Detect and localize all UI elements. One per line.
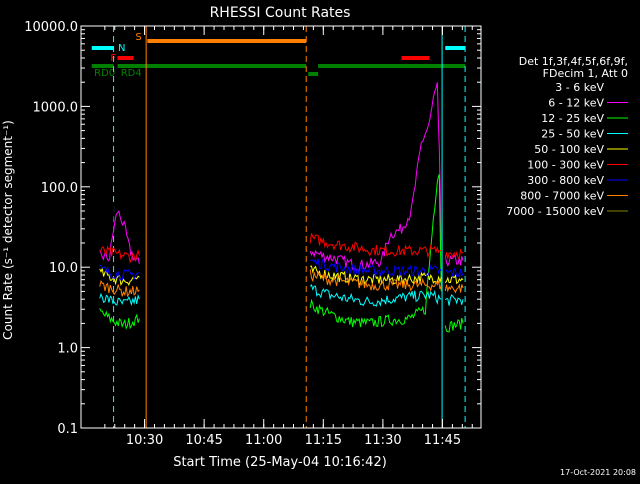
legend-entry-label: 100 - 300 keV [527,159,604,172]
flag-bar-label: RD4 [121,68,142,79]
y-tick-label: 10.0 [49,261,78,276]
legend-entry-label: 7000 - 15000 keV [506,205,604,218]
series-line [309,233,442,259]
legend-entry-label: 300 - 800 keV [527,174,604,187]
series-line [444,254,464,267]
series-line [309,82,442,272]
series-line [444,293,464,306]
series-line [444,317,464,333]
footer-timestamp: 17-Oct-2021 20:08 [560,468,636,477]
x-tick-label: 10:45 [185,433,222,448]
y-axis-label: Count Rate (s⁻¹ detector segment⁻¹) [1,120,15,340]
series-line [99,279,140,298]
flag-bar-label: N [118,43,125,54]
chart-title: RHESSI Count Rates [210,5,351,21]
series-line [445,267,464,279]
flag-bar-label: RD0 [94,68,115,79]
series-line [99,245,140,264]
event-marker-lines [113,26,466,428]
series-line [99,308,140,330]
flag-bar-label: S [135,32,141,43]
series-layer [99,77,464,333]
series-line [310,265,442,286]
series-line [444,248,464,260]
x-tick-label: 11:00 [245,433,282,448]
legend-entry-label: 6 - 12 keV [548,97,604,110]
y-tick-label: 1000.0 [33,100,79,115]
series-line [309,256,442,278]
series-line [444,283,464,294]
series-line [309,284,442,307]
x-tick-label: 11:15 [305,433,342,448]
y-axis-ticks: 0.1 1.0 10.0 100.0 1000.0 10000.0 [24,20,481,437]
legend-entry-label: 800 - 7000 keV [520,190,604,203]
legend-entry-label: 3 - 6 keV [555,81,604,94]
series-line [99,264,140,282]
legend-header: FDecim 1, Att 0 [543,67,628,80]
legend-entry-label: 25 - 50 keV [541,128,604,141]
series-line [309,174,442,328]
series-line [309,269,442,292]
legend: Det 1f,3f,4f,5f,6f,9f,FDecim 1, Att 03 -… [506,55,628,218]
x-axis-label: Start Time (25-May-04 10:16:42) [173,455,387,470]
y-tick-label: 1.0 [57,342,78,357]
legend-entry-label: 12 - 25 keV [541,112,604,125]
legend-entry-label: 50 - 100 keV [534,143,604,156]
attenuator-flag-bars: NFSRD0RD4 [91,32,466,79]
series-line [99,198,140,313]
y-tick-label: 10000.0 [24,20,78,35]
series-line [444,305,464,323]
x-tick-label: 10:30 [126,433,163,448]
legend-header: Det 1f,3f,4f,5f,6f,9f, [519,55,628,68]
series-line [444,274,464,285]
x-axis-ticks: 10:30 10:45 11:00 11:15 11:30 11:45 [104,26,473,448]
x-tick-label: 11:45 [424,433,461,448]
y-tick-label: 0.1 [57,422,78,437]
plot-frame [80,25,482,429]
series-line [99,292,140,307]
x-tick-label: 11:30 [364,433,401,448]
y-tick-label: 100.0 [41,181,78,196]
